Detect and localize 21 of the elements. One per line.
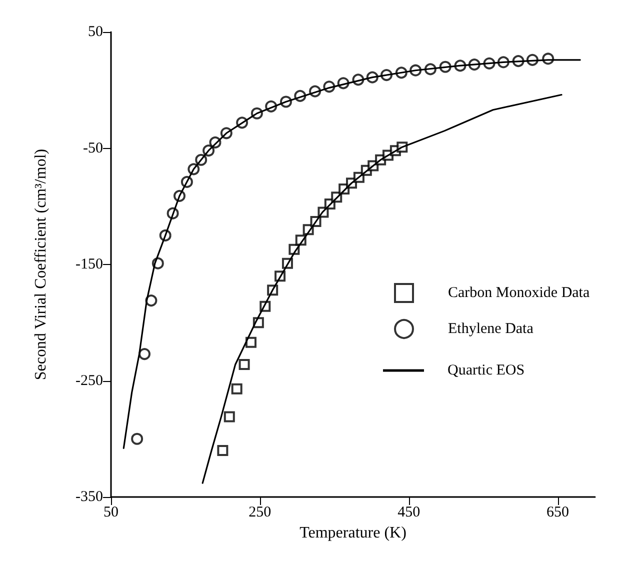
point (138, 348, 151, 360)
y-tick-label: -350 (76, 489, 103, 505)
legend-label: Quartic EOS (448, 362, 525, 378)
y-tick-label: -250 (76, 372, 103, 389)
point (224, 411, 235, 422)
y-tick-label: -150 (76, 256, 103, 272)
point (238, 358, 250, 370)
x-tick-label: 650 (546, 504, 570, 520)
x-tick-label: 50 (104, 504, 118, 520)
point (217, 445, 228, 456)
x-tick-label: 450 (398, 504, 420, 520)
y-tick-label: -50 (83, 140, 103, 156)
legend-label: Carbon Monoxide Data (448, 285, 590, 301)
point (245, 336, 256, 348)
x-axis-title: Temperature (K) (300, 524, 406, 542)
y-tick-label: 50 (88, 24, 103, 40)
x-tick-label: 250 (248, 504, 272, 520)
legend-label: Ethylene Data (448, 321, 534, 337)
y-axis-title: Second Virial Coefficient (cm³/mol) (32, 148, 50, 380)
point (131, 432, 144, 445)
point (231, 383, 242, 394)
